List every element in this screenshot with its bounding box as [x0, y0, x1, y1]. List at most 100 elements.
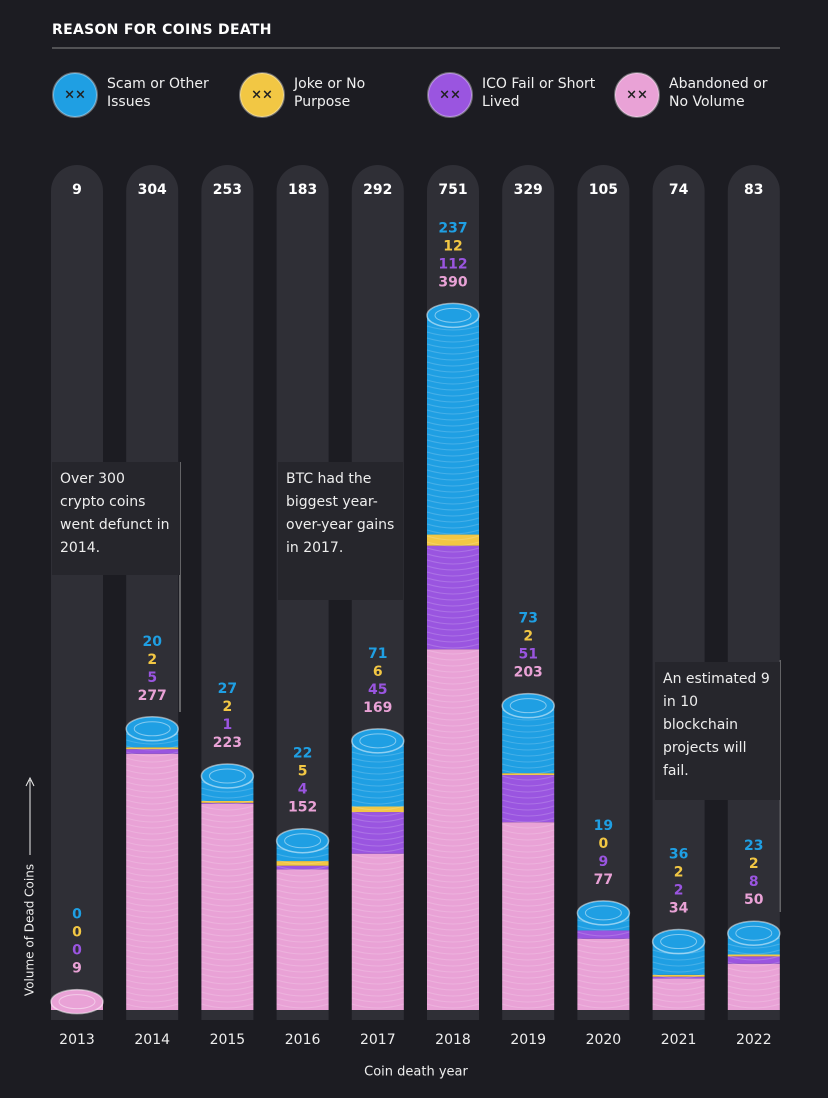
coin-ring — [201, 925, 254, 931]
bar-segment — [126, 753, 179, 1010]
coin-ring — [201, 787, 254, 793]
coin-cap — [200, 763, 255, 789]
value-label: 45 — [368, 682, 387, 698]
x-tick-label: 2019 — [510, 1032, 546, 1048]
coin-ring — [426, 859, 480, 865]
coin-ring — [502, 817, 555, 823]
coin-ring — [126, 877, 179, 883]
coin-ring — [502, 967, 555, 973]
coin-ring — [502, 985, 555, 991]
coin-ring — [126, 883, 179, 889]
coin-ring — [351, 937, 404, 943]
x-tick-label: 2020 — [586, 1032, 622, 1048]
coin-ring — [126, 799, 179, 805]
coin-ring — [351, 955, 404, 961]
coin-ring — [351, 967, 404, 973]
value-label: 4 — [298, 782, 308, 798]
coin-ring — [201, 829, 254, 835]
coin-ring — [577, 937, 630, 943]
coin-ring — [502, 973, 555, 979]
coin-ring — [426, 463, 480, 469]
coin-ring — [502, 721, 555, 727]
coin-ring — [201, 901, 254, 907]
coin-ring — [426, 451, 480, 457]
bar-segment — [201, 800, 254, 803]
coin-cap — [275, 827, 330, 854]
coin-ring — [276, 931, 329, 937]
coin-ring — [426, 541, 480, 547]
value-label: 77 — [594, 872, 613, 888]
coin-ring — [426, 871, 480, 877]
coin-ring — [426, 469, 480, 475]
coin-ring — [426, 325, 480, 331]
coin-ring — [351, 817, 404, 823]
coin-ring — [502, 997, 555, 1003]
coin-cap — [351, 728, 405, 754]
coin-cap-inner — [735, 925, 773, 941]
coin-ring — [351, 787, 404, 793]
coin-ring — [502, 931, 555, 937]
coin-ring — [577, 985, 630, 991]
coin-ring — [426, 769, 480, 775]
coin-ring — [351, 859, 404, 865]
coin-ring — [426, 919, 480, 925]
coin-ring — [502, 733, 555, 739]
coin-ring — [201, 955, 254, 961]
value-label: 5 — [147, 670, 157, 686]
coin-ring — [426, 715, 480, 721]
coin-ring — [351, 865, 404, 871]
coin-ring — [426, 985, 480, 991]
value-label: 2 — [749, 856, 759, 872]
coin-ring — [502, 799, 555, 805]
bar-segment — [502, 775, 555, 823]
coin-ring — [502, 961, 555, 967]
value-label: 2 — [674, 883, 684, 899]
coin-ring — [727, 979, 780, 985]
coin-ring — [426, 409, 480, 415]
column-track — [577, 165, 630, 1021]
coin-cap-inner — [434, 307, 472, 323]
coin-ring — [502, 889, 555, 895]
coin-ring — [201, 967, 254, 973]
coin-ring — [426, 607, 480, 613]
coin-ring — [502, 835, 555, 841]
value-label: 27 — [218, 681, 237, 697]
coin-ring — [351, 889, 404, 895]
coin-ring — [426, 973, 480, 979]
value-label: 20 — [142, 634, 162, 650]
coin-ring — [351, 973, 404, 979]
coin-ring — [502, 829, 555, 835]
coin-ring — [502, 937, 555, 943]
legend-icon-face: ×× — [626, 88, 648, 103]
coin-ring — [502, 865, 555, 871]
bar-segment — [351, 853, 404, 1010]
coin-ring — [502, 841, 555, 847]
coin-ring — [426, 757, 480, 763]
coin-ring — [502, 859, 555, 865]
coin-ring — [577, 949, 630, 955]
coin-ring — [201, 859, 254, 865]
coin-ring — [276, 1003, 329, 1009]
coin-ring — [502, 847, 555, 853]
coin-ring — [426, 415, 480, 421]
coin-ring — [426, 763, 480, 769]
coin-ring — [426, 649, 480, 655]
coin-ring — [351, 799, 404, 805]
coin-ring — [426, 583, 480, 589]
coin-ring — [276, 889, 329, 895]
coin-cap-inner — [284, 833, 322, 849]
coin-ring — [201, 793, 254, 799]
coin-ring — [426, 835, 480, 841]
value-label: 19 — [594, 818, 613, 834]
coin-ring — [126, 811, 179, 817]
bar-segment — [577, 938, 630, 1010]
coin-ring — [276, 949, 329, 955]
bar-segment — [427, 315, 479, 535]
coin-ring — [351, 751, 404, 757]
coin-ring — [577, 973, 630, 979]
coin-ring — [351, 919, 404, 925]
coin-ring — [276, 859, 329, 865]
bar-segment — [276, 861, 329, 866]
value-label: 9 — [72, 961, 82, 977]
total-label: 74 — [669, 182, 689, 198]
